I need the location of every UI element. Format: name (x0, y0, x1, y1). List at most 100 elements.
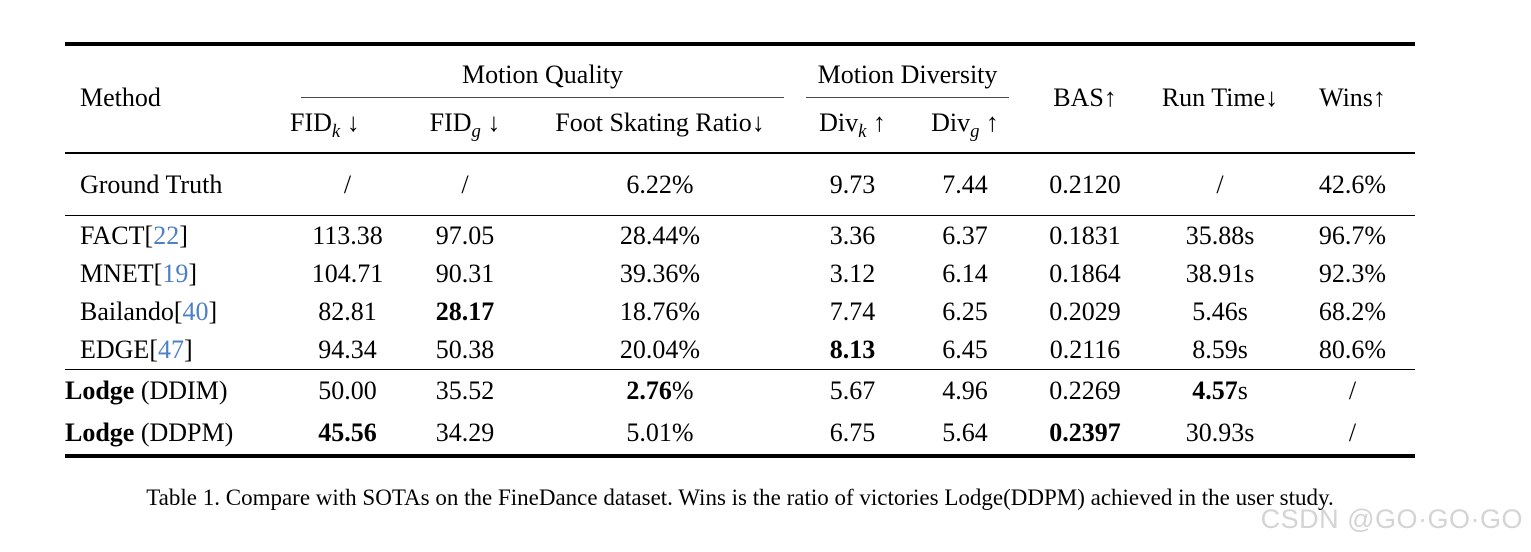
value-cell: 8.13 (795, 331, 910, 370)
value-cell: 104.71 (290, 254, 405, 292)
value-cell: 4.96 (910, 368, 1020, 412)
group-label-motion-quality: Motion Quality (461, 60, 624, 89)
col-header-run-time: Run Time↓ (1150, 44, 1290, 153)
down-arrow-icon: ↓ (340, 108, 360, 138)
cell-text: 7.44 (942, 170, 988, 200)
cell-text: 6.37 (942, 220, 988, 250)
header-row-metrics: FIDk ↓ FIDg ↓ Foot Skating Ratio↓ Divk ↑… (65, 98, 1415, 153)
table-caption: Table 1. Compare with SOTAs on the FineD… (146, 484, 1334, 510)
table-header: Method Motion Quality Motion Diversity B… (65, 44, 1415, 154)
cell-text: 45.56 (318, 418, 377, 448)
citation-ref[interactable]: 47 (157, 335, 184, 365)
value-cell: 6.37 (910, 215, 1020, 255)
value-cell: 30.93s (1150, 412, 1290, 456)
value-cell: 0.2120 (1020, 153, 1150, 216)
value-cell: 6.45 (910, 331, 1020, 370)
up-arrow-icon: ↑ (979, 108, 999, 138)
cell-text: 0.2029 (1049, 297, 1121, 327)
cell-text: 5.46s (1192, 297, 1248, 327)
cell-text: 80.6% (1318, 335, 1387, 365)
cell-text: / (1348, 418, 1357, 448)
citation-ref[interactable]: 19 (162, 258, 189, 288)
col-header-div-g: Divg ↑ (910, 98, 1020, 153)
value-cell: 0.2269 (1020, 368, 1150, 412)
value-cell: 82.81 (290, 293, 405, 331)
value-cell: 18.76% (525, 293, 795, 331)
cell-text: 96.7% (1318, 220, 1387, 250)
metric-label: Div (819, 108, 859, 138)
value-cell: 45.56 (290, 412, 405, 456)
cell-text: 4.57 (1192, 376, 1238, 406)
cell-text: 2.76 (626, 376, 672, 406)
group-label-motion-diversity: Motion Diversity (817, 60, 998, 89)
cell-text: 5.01% (626, 418, 694, 448)
value-cell: 8.59s (1150, 331, 1290, 370)
citation-ref[interactable]: 22 (153, 220, 180, 250)
group-underline-motion-diversity: Motion Diversity (806, 60, 1009, 99)
cell-text: ] (183, 335, 193, 365)
table-row: Ground Truth / / 6.22% 9.73 7.44 0.2120 / 42.6% (65, 153, 1415, 216)
value-cell: 20.04% (525, 331, 795, 370)
cell-text: ] (179, 220, 188, 250)
cell-text: 20.04% (619, 335, 701, 365)
group-header-motion-quality: Motion Quality (290, 44, 795, 99)
cell-text: 6.25 (942, 297, 988, 327)
cell-text: 0.2116 (1049, 335, 1121, 365)
cell-text: 92.3% (1318, 258, 1387, 288)
value-cell: 113.38 (290, 215, 405, 255)
cell-text: 0.2269 (1049, 376, 1121, 406)
metric-label: FID (429, 108, 472, 138)
cell-text: / (461, 170, 469, 200)
value-cell: 35.88s (1150, 215, 1290, 255)
value-cell: 80.6% (1290, 331, 1415, 370)
value-cell: 50.38 (405, 331, 525, 370)
value-cell: 6.22% (525, 153, 795, 216)
cell-text: 7.74 (829, 297, 876, 327)
cell-text: 3.12 (829, 258, 876, 288)
cell-text: Lodge (65, 418, 135, 448)
cell-text: ] (188, 258, 197, 288)
value-cell: 92.3% (1290, 254, 1415, 292)
metric-subscript: g (471, 121, 481, 143)
citation-ref[interactable]: 40 (182, 297, 209, 327)
cell-text: Bailando[ (80, 297, 183, 327)
cell-text: 30.93s (1185, 418, 1255, 448)
value-cell: / (290, 153, 405, 216)
up-arrow-icon: ↑ (1103, 82, 1117, 112)
method-cell: MNET[19] (65, 254, 290, 292)
up-arrow-icon: ↑ (1372, 82, 1386, 112)
cell-text: 34.29 (435, 418, 495, 448)
method-cell: Bailando[40] (65, 293, 290, 331)
value-cell: 90.31 (405, 254, 525, 292)
cell-text: 28.17 (435, 297, 495, 327)
method-cell: EDGE[47] (65, 331, 290, 370)
col-header-foot-skating-ratio: Foot Skating Ratio↓ (525, 98, 795, 153)
value-cell: 5.67 (795, 368, 910, 412)
value-cell: / (1150, 153, 1290, 216)
up-arrow-icon: ↑ (866, 108, 886, 138)
cell-text: 0.2120 (1049, 170, 1121, 200)
table-body: Ground Truth / / 6.22% 9.73 7.44 0.2120 / 42.6% F… (65, 153, 1415, 456)
cell-text: 8.13 (829, 335, 876, 365)
value-cell: 5.64 (910, 412, 1020, 456)
method-cell: FACT[22] (65, 215, 290, 255)
cell-text: (DDIM) (134, 376, 228, 406)
cell-text: 35.52 (435, 376, 495, 406)
cell-text: 5.64 (942, 418, 988, 448)
value-cell: 39.36% (525, 254, 795, 292)
cell-text: 97.05 (435, 220, 495, 250)
table-row: MNET[19] 104.71 90.31 39.36% 3.12 6.14 0.1864 3… (65, 254, 1415, 292)
value-cell: 0.1831 (1020, 215, 1150, 255)
cell-text: 50.00 (318, 376, 377, 406)
table-row: Lodge (DDIM) 50.00 35.52 2.76% 5.67 4.96 0.226… (65, 368, 1415, 412)
value-cell: 9.73 (795, 153, 910, 216)
down-arrow-icon: ↓ (751, 108, 765, 138)
value-cell: 28.44% (525, 215, 795, 255)
table-row: FACT[22] 113.38 97.05 28.44% 3.36 6.37 0.1831 3… (65, 215, 1415, 255)
value-cell: 38.91s (1150, 254, 1290, 292)
cell-text: Ground Truth (80, 170, 223, 200)
metric-subscript: k (858, 121, 867, 143)
cell-text: 113.38 (312, 220, 383, 250)
value-cell: 35.52 (405, 368, 525, 412)
col-header-wins: Wins↑ (1290, 44, 1415, 153)
